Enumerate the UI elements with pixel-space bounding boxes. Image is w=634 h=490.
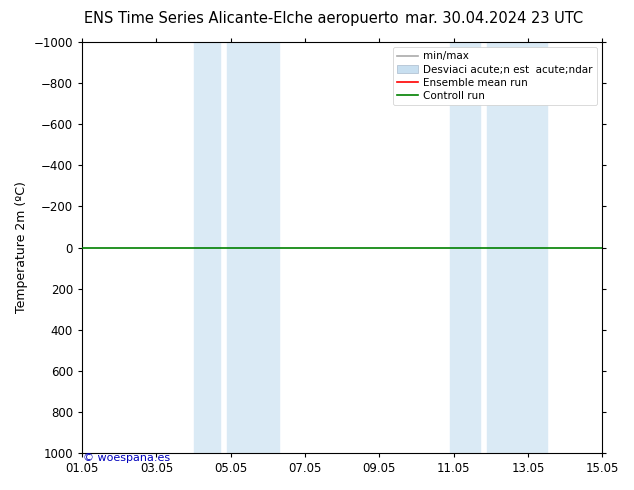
Text: mar. 30.04.2024 23 UTC: mar. 30.04.2024 23 UTC [406, 11, 583, 26]
Text: ENS Time Series Alicante-Elche aeropuerto: ENS Time Series Alicante-Elche aeropuert… [84, 11, 398, 26]
Bar [450, 42, 480, 453]
Text: © woespana.es: © woespana.es [83, 453, 170, 463]
Bar [227, 42, 279, 453]
Bar [487, 42, 547, 453]
Y-axis label: Temperature 2m (ºC): Temperature 2m (ºC) [15, 182, 28, 314]
Legend: min/max, Desviaci acute;n est  acute;ndar, Ensemble mean run, Controll run: min/max, Desviaci acute;n est acute;ndar… [393, 47, 597, 105]
Bar [193, 42, 219, 453]
